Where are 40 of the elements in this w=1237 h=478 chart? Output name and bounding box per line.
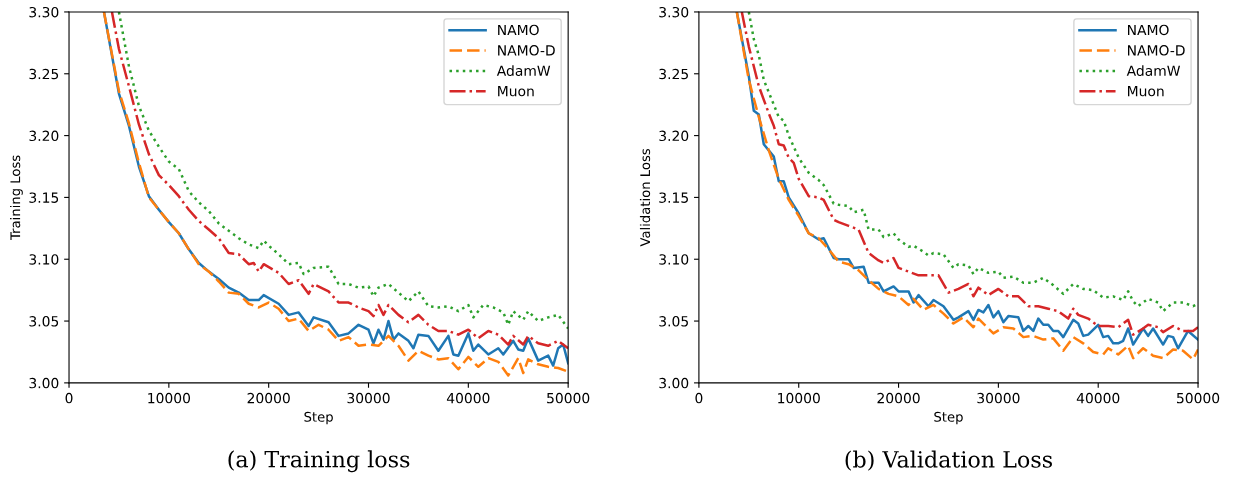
y-tick-label: 3.25	[659, 68, 688, 80]
y-tick-label: 3.25	[29, 68, 59, 80]
y-tick-label: 3.30	[659, 6, 689, 18]
x-tick-label: 0	[695, 392, 703, 404]
x-tick-label: 30000	[347, 392, 390, 404]
x-tick-label: 20000	[877, 392, 920, 404]
y-tick-label: 3.30	[29, 6, 59, 18]
y-axis-title: Training Loss	[10, 155, 23, 241]
y-tick-label: 3.00	[659, 377, 689, 389]
x-axis-title: Step	[934, 411, 963, 425]
y-tick-label: 3.10	[29, 254, 59, 265]
y-tick-label: 3.20	[659, 130, 689, 142]
x-tick-label: 50000	[1177, 392, 1220, 404]
x-tick-label: 20000	[247, 392, 290, 404]
x-axis-title: Step	[304, 411, 333, 425]
legend-label: NAMO	[1128, 24, 1169, 36]
legend-label: AdamW	[496, 65, 551, 76]
y-tick-label: 3.05	[659, 316, 688, 327]
x-tick-label: 10000	[778, 392, 820, 404]
y-tick-label: 3.15	[659, 192, 688, 203]
y-tick-label: 3.20	[29, 130, 59, 142]
x-tick-label: 40000	[446, 392, 490, 404]
legend-label: NAMO-D	[498, 45, 555, 56]
y-axis-title: Validation Loss	[639, 148, 651, 247]
x-tick-label: 0	[65, 392, 73, 404]
y-tick-label: 3.05	[29, 316, 59, 327]
text: (b) Validation Loss	[845, 450, 1052, 471]
y-tick-label: 3.15	[29, 192, 59, 203]
x-tick-label: 50000	[547, 392, 590, 404]
legend-label: Muon	[498, 86, 534, 97]
x-tick-label: 40000	[1076, 392, 1120, 404]
legend-label: NAMO-D	[1128, 45, 1185, 56]
legend-label: Muon	[1128, 86, 1164, 97]
text: (a) Training loss	[228, 450, 410, 473]
y-tick-label: 3.00	[29, 377, 59, 389]
x-tick-label: 10000	[148, 392, 191, 404]
legend-label: AdamW	[1126, 65, 1181, 76]
x-tick-label: 30000	[977, 392, 1020, 404]
legend-label: NAMO	[498, 24, 539, 36]
y-tick-label: 3.10	[659, 254, 689, 265]
